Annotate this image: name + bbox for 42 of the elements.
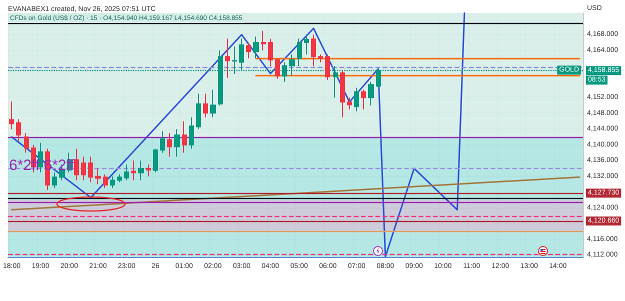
candlestick <box>24 132 29 154</box>
candlestick <box>81 156 86 181</box>
candlestick <box>138 160 144 181</box>
candlestick <box>361 89 366 110</box>
candlestick <box>38 142 43 173</box>
candlestick <box>52 172 57 189</box>
candlestick <box>304 34 309 55</box>
candlestick <box>225 38 230 78</box>
candlestick <box>160 130 165 154</box>
candlestick <box>354 87 359 112</box>
candlestick <box>131 160 136 181</box>
candlestick <box>88 156 93 183</box>
candlestick <box>325 54 330 80</box>
candlestick <box>182 120 187 154</box>
candlestick <box>9 101 14 130</box>
candlestick <box>167 132 172 158</box>
candlestick <box>110 176 115 189</box>
candlestick <box>297 38 302 67</box>
candlestick <box>189 116 194 150</box>
candlestick <box>74 148 79 181</box>
candlestick <box>16 118 21 142</box>
candlestick <box>275 58 280 80</box>
candlestick <box>311 34 316 67</box>
candlestick <box>253 36 259 59</box>
candlestick <box>261 30 266 51</box>
candlestick <box>203 93 208 118</box>
candlestick <box>174 128 180 158</box>
candlestick <box>347 97 352 110</box>
candlestick <box>153 148 158 173</box>
candlestick <box>103 174 108 189</box>
candlestick <box>340 70 345 118</box>
candlestick <box>368 81 374 106</box>
line-series <box>10 12 466 258</box>
candlestick <box>196 93 201 130</box>
candlestick <box>95 168 101 185</box>
candlestick <box>117 174 122 183</box>
candlestick <box>268 38 273 67</box>
candlestick <box>124 164 129 181</box>
candlestick <box>246 42 251 59</box>
candlestick <box>210 89 216 118</box>
candlestick <box>318 54 323 63</box>
candlestick <box>146 164 151 177</box>
